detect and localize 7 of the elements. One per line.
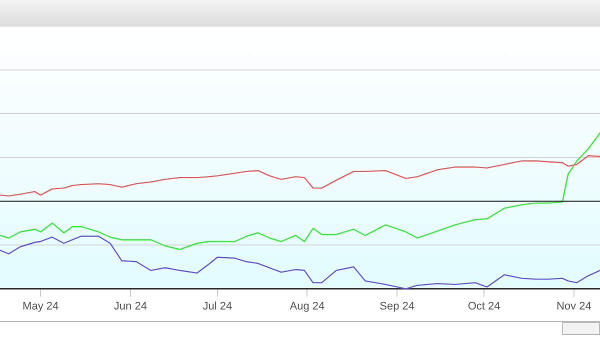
x-tick-label: May 24 — [22, 300, 59, 312]
x-tick-label: Sep 24 — [380, 300, 415, 312]
x-tick-label: Jun 24 — [114, 300, 147, 312]
x-tick-label: Jul 24 — [202, 300, 232, 312]
x-tick-label: Nov 24 — [556, 300, 592, 312]
x-tick-label: Oct 24 — [468, 300, 500, 312]
x-tick-label: Aug 24 — [290, 300, 325, 312]
